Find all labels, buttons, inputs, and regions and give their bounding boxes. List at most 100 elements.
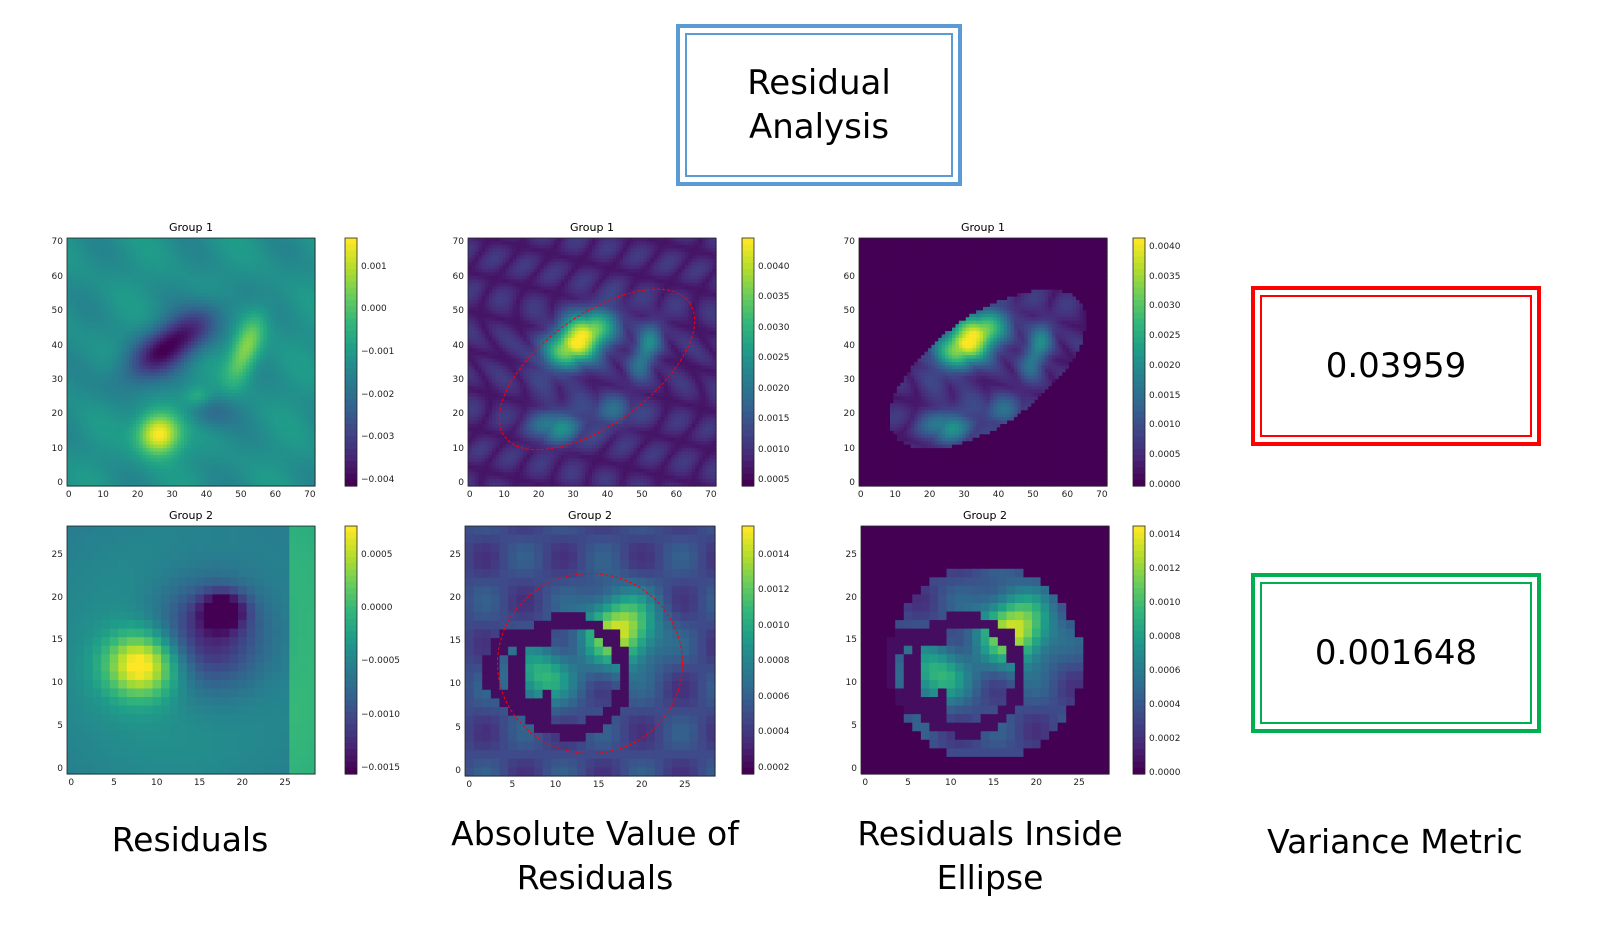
heatmap-cell <box>67 472 72 477</box>
heatmap-cell <box>170 393 175 398</box>
heatmap-cell <box>139 265 144 270</box>
heatmap-cell <box>139 327 144 332</box>
heatmap-cell <box>249 334 254 339</box>
heatmap-cell <box>273 317 278 322</box>
heatmap-cell <box>187 389 192 394</box>
heatmap-cell <box>153 472 158 477</box>
heatmap-cell <box>194 479 199 484</box>
heatmap-cell <box>118 303 123 308</box>
heatmap-cell <box>98 441 103 446</box>
heatmap-cell <box>242 417 247 422</box>
heatmap-cell <box>135 451 140 456</box>
heatmap-cell <box>84 251 89 256</box>
heatmap-cell <box>108 448 113 453</box>
heatmap-cell <box>225 331 230 336</box>
heatmap-cell <box>294 255 299 260</box>
heatmap-cell <box>80 327 85 332</box>
heatmap-cell <box>215 313 220 318</box>
heatmap-cell <box>98 479 103 484</box>
heatmap-cell <box>80 475 85 480</box>
heatmap-cell <box>187 482 192 487</box>
heatmap-cell <box>301 382 306 387</box>
heatmap-cell <box>163 455 168 460</box>
heatmap-cell <box>98 386 103 391</box>
heatmap-cell <box>194 434 199 439</box>
heatmap-cell <box>277 244 282 249</box>
heatmap-cell <box>177 355 182 360</box>
heatmap-cell <box>201 320 206 325</box>
heatmap-cell <box>184 393 189 398</box>
heatmap-cell <box>266 389 271 394</box>
heatmap-cell <box>170 461 175 466</box>
heatmap-cell <box>87 396 92 401</box>
heatmap-cell <box>187 358 192 363</box>
heatmap-cell <box>222 372 227 377</box>
heatmap-cell <box>170 351 175 356</box>
heatmap-cell <box>201 372 206 377</box>
heatmap-cell <box>77 451 82 456</box>
heatmap-cell <box>287 355 292 360</box>
heatmap-cell <box>91 406 96 411</box>
heatmap-cell <box>125 337 130 342</box>
heatmap-cell <box>153 238 158 243</box>
heatmap-cell <box>115 424 120 429</box>
heatmap-cell <box>277 368 282 373</box>
heatmap-cell <box>70 386 75 391</box>
heatmap-cell <box>91 430 96 435</box>
heatmap-cell <box>139 344 144 349</box>
heatmap-cell <box>87 341 92 346</box>
heatmap-cell <box>67 406 72 411</box>
heatmap-cell <box>187 279 192 284</box>
heatmap-cell <box>270 455 275 460</box>
heatmap-cell <box>111 465 116 470</box>
heatmap-cell <box>173 379 178 384</box>
heatmap-cell <box>98 320 103 325</box>
heatmap-cell <box>135 461 140 466</box>
heatmap-cell <box>142 313 147 318</box>
heatmap-cell <box>160 265 165 270</box>
heatmap-cell <box>129 472 134 477</box>
heatmap-cell <box>111 379 116 384</box>
heatmap-cell <box>87 406 92 411</box>
heatmap-cell <box>211 272 216 277</box>
heatmap-cell <box>77 303 82 308</box>
heatmap-cell <box>197 372 202 377</box>
heatmap-cell <box>104 472 109 477</box>
heatmap-cell <box>239 441 244 446</box>
heatmap-cell <box>232 458 237 463</box>
heatmap-cell <box>160 327 165 332</box>
heatmap-cell <box>77 269 82 274</box>
heatmap-cell <box>149 306 154 311</box>
heatmap-cell <box>87 293 92 298</box>
heatmap-cell <box>246 327 251 332</box>
heatmap-cell <box>242 424 247 429</box>
heatmap-cell <box>153 375 158 380</box>
heatmap-cell <box>125 251 130 256</box>
heatmap-cell <box>301 286 306 291</box>
heatmap-cell <box>228 244 233 249</box>
heatmap-cell <box>111 238 116 243</box>
heatmap-cell <box>67 424 72 429</box>
heatmap-cell <box>201 303 206 308</box>
heatmap-cell <box>225 355 230 360</box>
heatmap-cell <box>173 351 178 356</box>
heatmap-cell <box>273 289 278 294</box>
heatmap-cell <box>249 341 254 346</box>
heatmap-cell <box>270 303 275 308</box>
heatmap-cell <box>184 403 189 408</box>
heatmap-cell <box>287 272 292 277</box>
heatmap-cell <box>301 461 306 466</box>
heatmap-cell <box>170 251 175 256</box>
heatmap-cell <box>160 262 165 267</box>
heatmap-cell <box>239 303 244 308</box>
heatmap-cell <box>108 372 113 377</box>
heatmap-cell <box>101 382 106 387</box>
heatmap-cell <box>177 337 182 342</box>
heatmap-cell <box>263 337 268 342</box>
heatmap-cell <box>284 468 289 473</box>
heatmap-cell <box>115 434 120 439</box>
heatmap-cell <box>239 289 244 294</box>
heatmap-cell <box>287 282 292 287</box>
heatmap-cell <box>273 437 278 442</box>
heatmap-cell <box>132 365 137 370</box>
